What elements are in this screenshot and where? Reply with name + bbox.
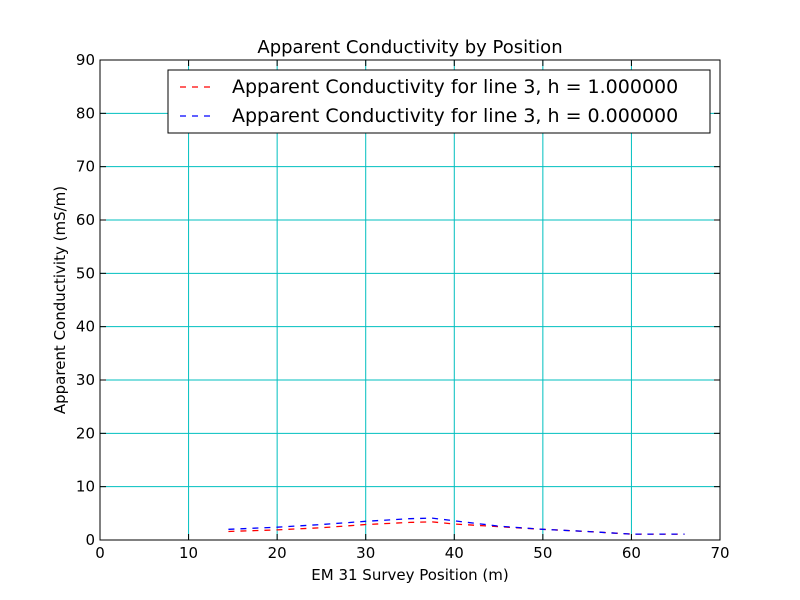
legend-box [167, 69, 711, 134]
x-tick-label: 20 [268, 544, 287, 562]
y-tick-label: 30 [76, 371, 95, 389]
axis-ticks [99, 59, 721, 541]
y-tick-label: 90 [76, 51, 95, 69]
y-tick-label: 50 [76, 264, 95, 282]
y-tick-label: 60 [76, 211, 95, 229]
chart-title: Apparent Conductivity by Position [257, 37, 562, 58]
y-tick-label: 70 [76, 158, 95, 176]
x-tick-label: 10 [179, 544, 198, 562]
series-line-1 [228, 521, 685, 535]
y-tick-label: 40 [76, 318, 95, 336]
y-tick-label: 80 [76, 104, 95, 122]
x-tick-label: 70 [710, 544, 729, 562]
x-tick-label: 50 [533, 544, 552, 562]
legend-entry-series-1: Apparent Conductivity for line 3, h = 1.… [232, 76, 678, 98]
y-tick-label: 10 [76, 478, 95, 496]
series-lines [228, 517, 685, 535]
legend-entry-series-2: Apparent Conductivity for line 3, h = 0.… [232, 105, 678, 127]
plot-area-frame [99, 59, 721, 541]
y-tick-label: 20 [76, 424, 95, 442]
y-tick-label: 0 [85, 531, 95, 549]
y-axis-label: Apparent Conductivity (mS/m) [51, 186, 69, 414]
legend: Apparent Conductivity for line 3, h = 1.… [167, 69, 711, 134]
tick-labels: 0 10 20 30 40 50 60 70 0 10 20 30 40 50 60 70 80 90 [76, 51, 730, 562]
x-tick-label: 60 [622, 544, 641, 562]
x-tick-label: 0 [95, 544, 105, 562]
x-tick-label: 30 [356, 544, 375, 562]
x-tick-label: 40 [445, 544, 464, 562]
x-axis-label: EM 31 Survey Position (m) [311, 566, 508, 584]
series-line-2 [228, 517, 685, 535]
